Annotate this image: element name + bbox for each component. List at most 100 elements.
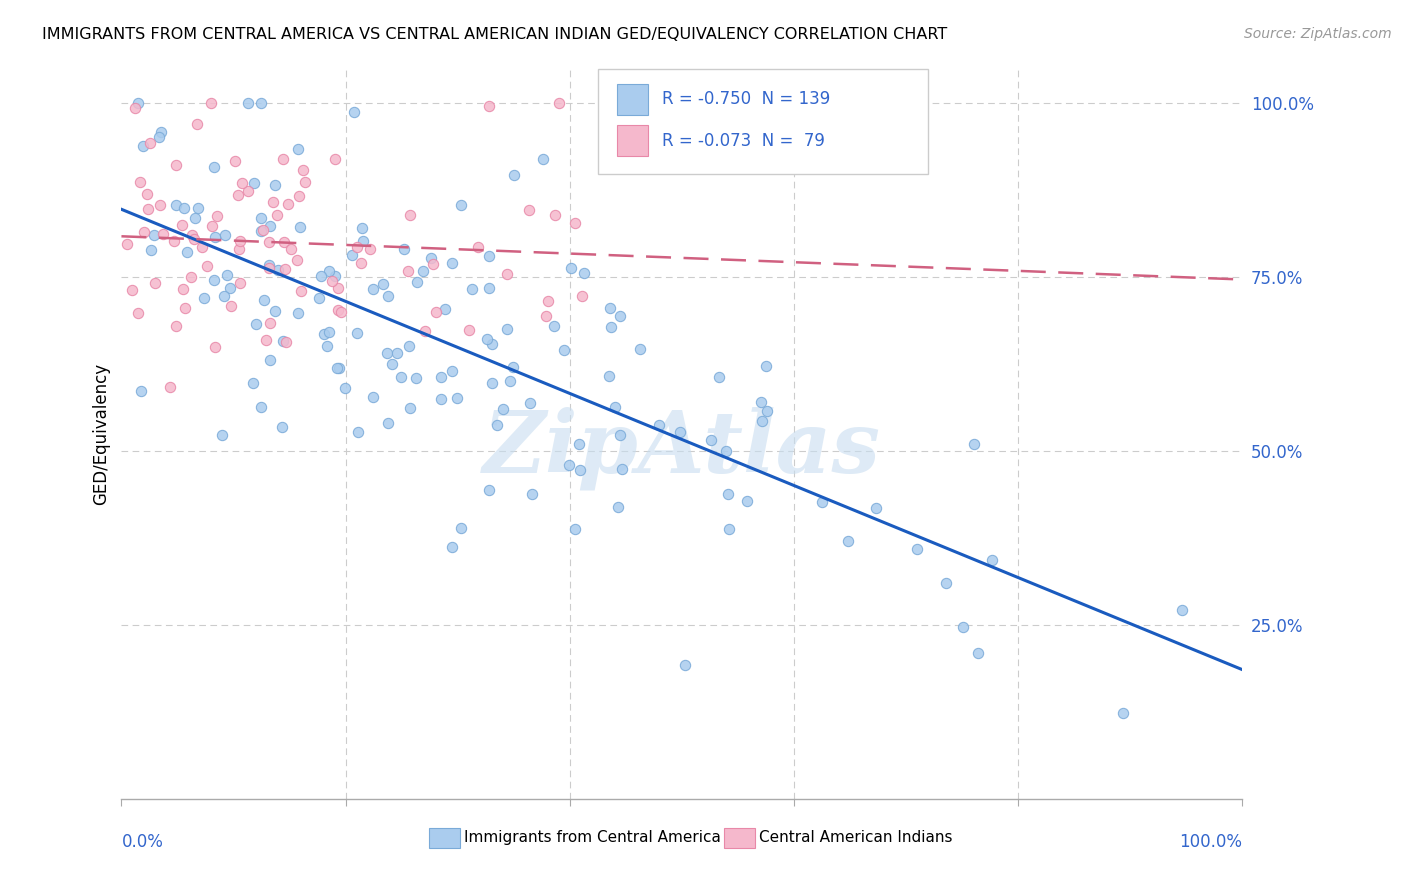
Point	[328, 281, 350, 295]
Point	[271, 334, 294, 348]
Point	[271, 152, 294, 166]
Point	[287, 189, 309, 203]
Point	[413, 324, 436, 338]
Point	[149, 198, 172, 212]
Point	[751, 414, 773, 428]
Point	[142, 227, 165, 242]
Point	[543, 318, 565, 333]
Point	[755, 404, 778, 418]
Point	[214, 227, 236, 242]
Point	[115, 237, 138, 252]
Point	[717, 522, 740, 536]
Point	[202, 273, 225, 287]
Point	[231, 176, 253, 190]
Point	[519, 395, 541, 409]
Point	[254, 333, 277, 347]
Text: 100.0%: 100.0%	[1180, 832, 1243, 851]
FancyBboxPatch shape	[598, 69, 928, 175]
Point	[129, 384, 152, 398]
Point	[308, 291, 330, 305]
Point	[290, 285, 312, 299]
Point	[610, 462, 633, 476]
Point	[412, 264, 434, 278]
Point	[544, 208, 567, 222]
Point	[430, 392, 453, 406]
Point	[143, 276, 166, 290]
Point	[569, 463, 592, 477]
Point	[381, 357, 404, 371]
Text: IMMIGRANTS FROM CENTRAL AMERICA VS CENTRAL AMERICAN INDIAN GED/EQUIVALENCY CORRE: IMMIGRANTS FROM CENTRAL AMERICA VS CENTR…	[42, 27, 948, 42]
Point	[534, 309, 557, 323]
Y-axis label: GED/Equivalency: GED/Equivalency	[93, 362, 110, 505]
Point	[811, 495, 834, 509]
Point	[837, 534, 859, 549]
Point	[204, 230, 226, 244]
Point	[315, 339, 337, 353]
Point	[1112, 706, 1135, 720]
Point	[717, 487, 740, 501]
Point	[242, 376, 264, 391]
Point	[405, 370, 427, 384]
Point	[450, 198, 472, 212]
Point	[219, 280, 242, 294]
Point	[346, 240, 368, 254]
Point	[200, 96, 222, 111]
Point	[250, 211, 273, 225]
Point	[346, 326, 368, 341]
Point	[287, 142, 309, 156]
Point	[135, 187, 157, 202]
Point	[398, 339, 420, 353]
Point	[274, 262, 297, 277]
Point	[425, 304, 447, 318]
Point	[430, 370, 453, 384]
Point	[377, 288, 399, 302]
Point	[607, 500, 630, 515]
Point	[572, 266, 595, 280]
Point	[478, 281, 501, 295]
Point	[560, 260, 582, 275]
Point	[287, 306, 309, 320]
Point	[224, 153, 246, 168]
Point	[517, 202, 540, 217]
Point	[564, 216, 586, 230]
Point	[361, 282, 384, 296]
Point	[599, 301, 621, 315]
Point	[935, 575, 957, 590]
Point	[467, 240, 489, 254]
Point	[478, 483, 501, 498]
Point	[647, 417, 669, 432]
Point	[172, 218, 194, 232]
Point	[262, 195, 284, 210]
Point	[204, 340, 226, 354]
Point	[668, 425, 690, 440]
Point	[755, 359, 778, 373]
Point	[441, 363, 464, 377]
Point	[350, 255, 373, 269]
Point	[392, 242, 415, 256]
Point	[735, 493, 758, 508]
Point	[440, 540, 463, 554]
Point	[377, 416, 399, 430]
Point	[252, 223, 274, 237]
Point	[714, 443, 737, 458]
Bar	[617, 84, 648, 114]
Point	[294, 175, 316, 189]
Point	[446, 391, 468, 405]
Point	[263, 178, 285, 192]
Bar	[617, 126, 648, 156]
Point	[699, 433, 721, 447]
Point	[202, 161, 225, 175]
Point	[325, 360, 347, 375]
Point	[318, 325, 340, 339]
Point	[485, 418, 508, 433]
Point	[132, 139, 155, 153]
Point	[609, 309, 631, 323]
Point	[981, 553, 1004, 567]
Point	[291, 163, 314, 178]
Point	[340, 248, 363, 262]
Point	[257, 260, 280, 275]
Text: Source: ZipAtlas.com: Source: ZipAtlas.com	[1244, 27, 1392, 41]
Point	[280, 242, 302, 256]
Point	[141, 243, 163, 257]
Point	[406, 275, 429, 289]
